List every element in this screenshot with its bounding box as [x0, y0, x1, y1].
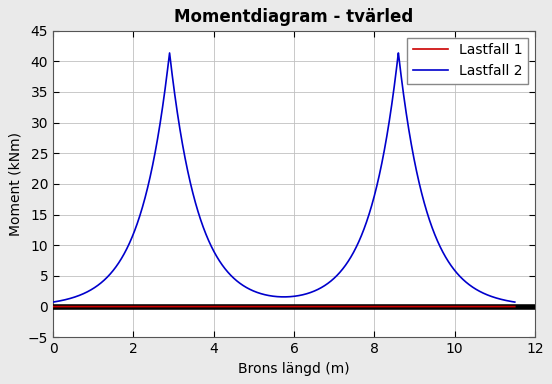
Lastfall 1 — [350, 304, 357, 309]
Y-axis label: Moment (kNm): Moment (kNm) — [8, 132, 22, 236]
Lastfall 1 — [512, 304, 518, 309]
Lastfall 1 — [327, 304, 333, 309]
Lastfall 2 — [226, 271, 233, 276]
Lastfall 1 — [429, 304, 436, 309]
Lastfall 2 — [429, 227, 436, 232]
X-axis label: Brons längd (m): Brons längd (m) — [238, 362, 350, 376]
Lastfall 2 — [395, 51, 402, 55]
Lastfall 2 — [50, 300, 56, 305]
Legend: Lastfall 1, Lastfall 2: Lastfall 1, Lastfall 2 — [407, 38, 528, 84]
Lastfall 1 — [394, 304, 401, 309]
Title: Momentdiagram - tvärled: Momentdiagram - tvärled — [174, 8, 413, 26]
Lastfall 1 — [226, 304, 233, 309]
Lastfall 2 — [394, 57, 401, 62]
Lastfall 2 — [134, 222, 140, 227]
Lastfall 2 — [327, 280, 333, 284]
Lastfall 2 — [350, 250, 357, 255]
Lastfall 1 — [134, 304, 140, 309]
Lastfall 1 — [50, 304, 56, 309]
Lastfall 2 — [512, 300, 518, 305]
Line: Lastfall 2: Lastfall 2 — [53, 53, 515, 302]
